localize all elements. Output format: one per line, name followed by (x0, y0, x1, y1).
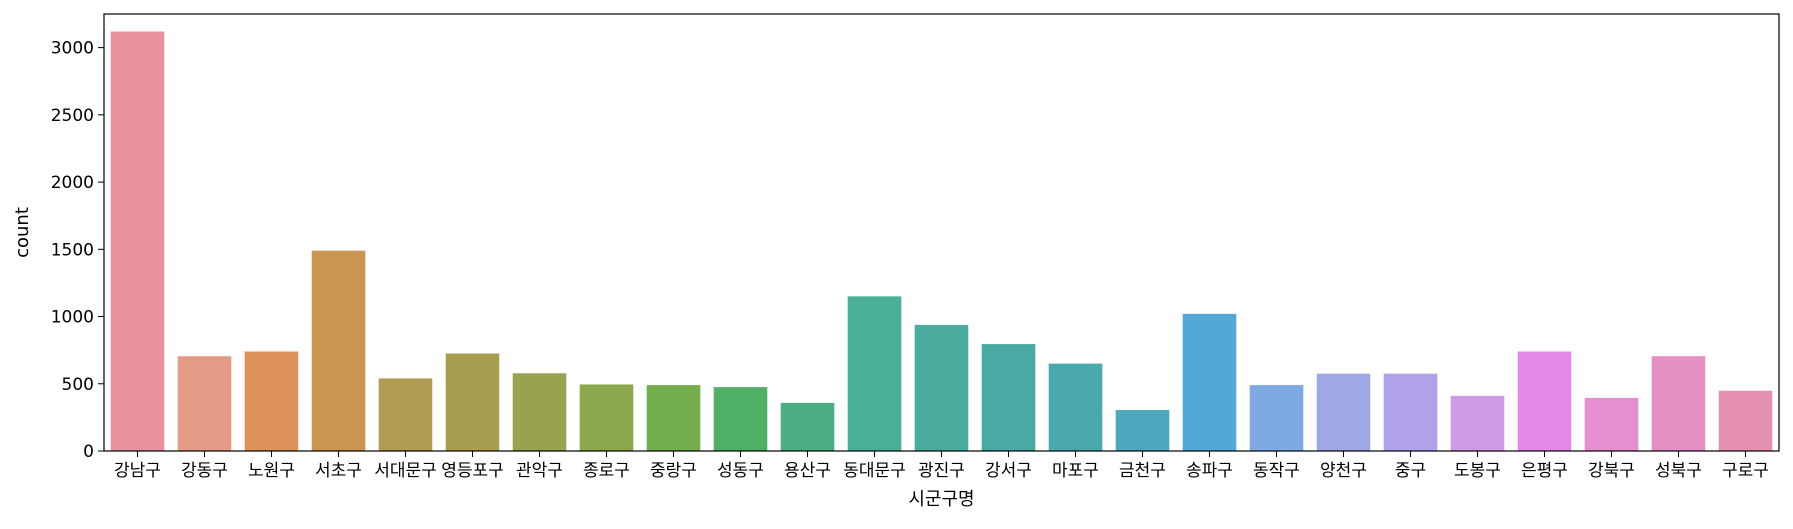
x-tick-label: 서대문구 (374, 461, 437, 481)
x-tick-label: 성동구 (717, 461, 764, 481)
bar-동작구 (1249, 385, 1304, 451)
x-tick-label: 구로구 (1722, 461, 1769, 481)
x-tick-label: 양천구 (1320, 461, 1367, 481)
x-axis-label: 시군구명 (908, 489, 974, 510)
bar-중랑구 (646, 385, 701, 451)
x-tick-label: 도봉구 (1454, 461, 1501, 481)
x-tick-label: 강서구 (985, 461, 1032, 481)
bars-group (110, 31, 1773, 451)
x-tick-label: 중랑구 (650, 461, 697, 481)
bar-강북구 (1584, 397, 1639, 451)
bar-송파구 (1182, 313, 1237, 451)
bar-양천구 (1316, 373, 1371, 451)
bar-성북구 (1651, 356, 1706, 451)
bar-금천구 (1115, 409, 1170, 451)
bar-종로구 (579, 384, 634, 451)
x-tick-label: 강동구 (181, 461, 228, 481)
bar-도봉구 (1450, 395, 1505, 451)
x-tick-label: 서초구 (315, 461, 362, 481)
bar-용산구 (780, 402, 835, 451)
bar-관악구 (512, 373, 567, 451)
x-tick-label: 광진구 (918, 461, 965, 481)
bar-강남구 (110, 31, 165, 451)
x-tick-label: 동대문구 (843, 461, 906, 481)
bar-마포구 (1048, 363, 1103, 451)
y-axis-ticks: 0 500 1000 1500 2000 2500 3000 (51, 39, 104, 462)
y-tick-label: 2500 (51, 106, 94, 126)
x-tick-label: 마포구 (1052, 461, 1099, 481)
bar-동대문구 (847, 296, 902, 451)
x-tick-label: 은평구 (1521, 461, 1568, 481)
y-tick-label: 1000 (51, 308, 94, 328)
y-axis-label: count (12, 207, 33, 258)
x-tick-label: 성북구 (1655, 461, 1702, 481)
x-tick-label: 동작구 (1253, 461, 1300, 481)
y-tick-label: 500 (62, 375, 94, 395)
x-tick-label: 강북구 (1588, 461, 1635, 481)
bar-서초구 (311, 250, 366, 451)
x-tick-label: 영등포구 (441, 461, 504, 481)
x-axis-ticks: 강남구 강동구 노원구 서초구 서대문구 영등포구 관악구 종로구 중랑구 성동구 용산구 동대문구 광… (114, 451, 1769, 481)
x-tick-label: 관악구 (516, 461, 563, 481)
bar-광진구 (914, 324, 969, 451)
x-tick-label: 중구 (1395, 461, 1426, 481)
x-tick-label: 송파구 (1186, 461, 1233, 481)
y-tick-label: 2000 (51, 173, 94, 193)
bar-노원구 (244, 351, 299, 451)
bar-강동구 (177, 356, 232, 451)
bar-영등포구 (445, 353, 500, 451)
bar-은평구 (1517, 351, 1572, 451)
x-tick-label: 강남구 (114, 461, 161, 481)
bar-구로구 (1718, 390, 1773, 451)
bar-강서구 (981, 344, 1036, 451)
x-tick-label: 용산구 (784, 461, 831, 481)
plot-frame (103, 13, 1780, 452)
y-tick-label: 0 (83, 442, 94, 462)
bar-성동구 (713, 387, 768, 451)
y-tick-label: 3000 (51, 39, 94, 59)
x-tick-label: 종로구 (583, 461, 630, 481)
x-tick-label: 노원구 (248, 461, 295, 481)
x-tick-label: 금천구 (1119, 461, 1166, 481)
bar-중구 (1383, 373, 1438, 451)
bar-서대문구 (378, 378, 433, 451)
y-tick-label: 1500 (51, 240, 94, 260)
